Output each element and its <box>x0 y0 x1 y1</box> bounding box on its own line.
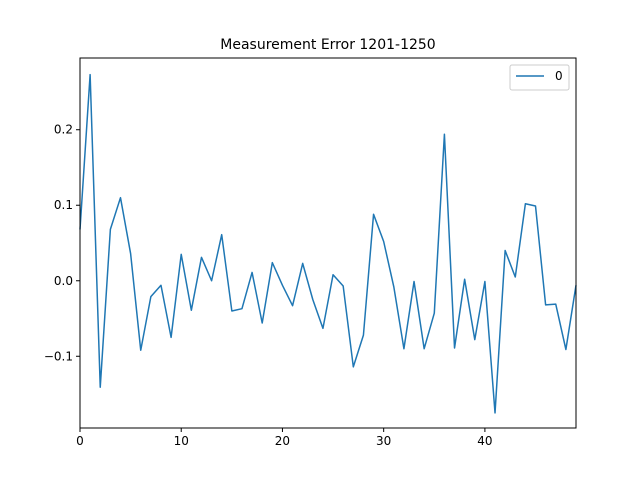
series-layer <box>79 73 577 414</box>
y-tick-label: 0.1 <box>54 198 73 212</box>
legend: 0 <box>509 64 570 91</box>
x-tick-label: 30 <box>376 434 391 448</box>
y-tick-label: 0.2 <box>54 123 73 137</box>
y-axis: −0.1 0.0 0.1 0.2 <box>44 123 80 363</box>
plot-area <box>79 57 577 429</box>
x-tick-label: 10 <box>174 434 189 448</box>
legend-box <box>509 64 570 91</box>
axes-frame <box>79 57 577 429</box>
legend-label: 0 <box>555 69 563 83</box>
y-tick-label: −0.1 <box>44 349 73 363</box>
x-tick-label: 20 <box>275 434 290 448</box>
x-tick-label: 40 <box>477 434 492 448</box>
chart-title: Measurement Error 1201-1250 <box>220 37 435 53</box>
x-axis: 0 10 20 30 40 <box>76 428 493 448</box>
x-tick-label: 0 <box>76 434 84 448</box>
y-tick-label: 0.0 <box>54 274 73 288</box>
series-line-0 <box>79 73 577 414</box>
